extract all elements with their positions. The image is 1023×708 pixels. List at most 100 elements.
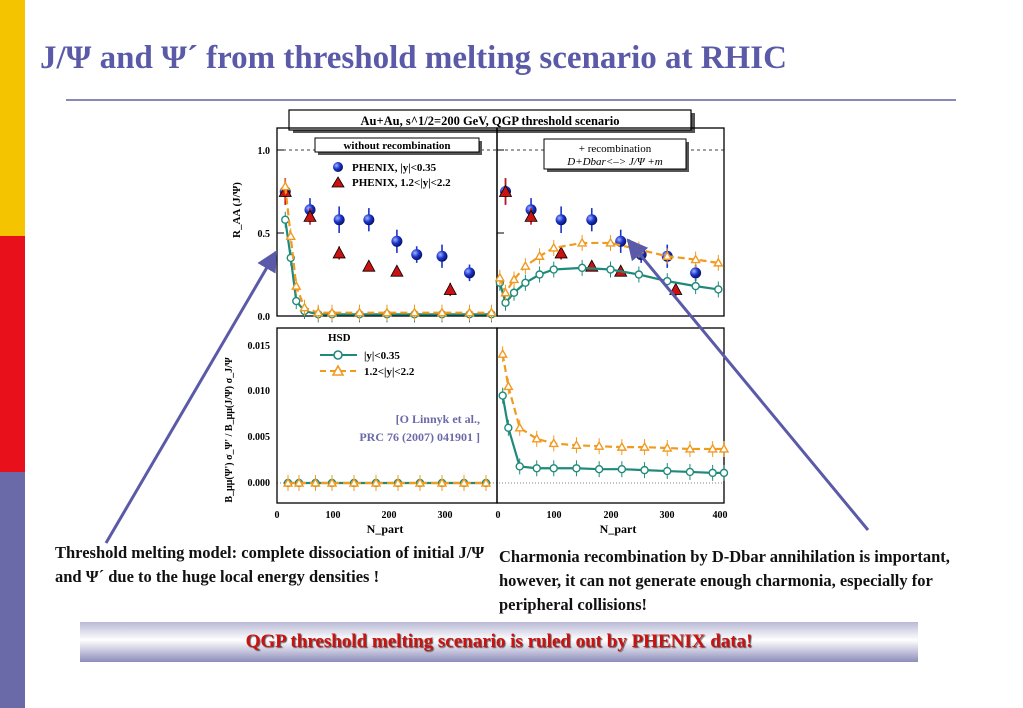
data-point <box>690 254 701 264</box>
series-line <box>498 241 719 296</box>
data-point <box>714 285 723 294</box>
legend-hsd-title: HSD <box>328 332 351 344</box>
y-tick-bottom: 0.015 <box>248 341 271 352</box>
box-left <box>314 137 480 153</box>
data-point <box>617 465 627 474</box>
figure-header: Au+Au, s^1/2=200 GeV, QGP threshold scen… <box>361 114 620 128</box>
data-point <box>576 237 588 247</box>
data-point <box>520 260 531 270</box>
data-point <box>524 209 538 222</box>
y-tick-top: 1.0 <box>258 146 271 157</box>
legend-phenix-mid: PHENIX, |y|<0.35 <box>352 162 437 174</box>
box-left-label: without recombination <box>343 140 450 152</box>
data-point <box>684 443 696 453</box>
data-point <box>572 464 581 473</box>
note-right-text: Charmonia recombination by D-Dbar annihi… <box>499 547 950 614</box>
data-point <box>443 282 457 295</box>
data-point <box>707 443 718 453</box>
data-point <box>497 348 508 358</box>
data-point <box>299 302 310 312</box>
citation-line2: PRC 76 (2007) 041901 ] <box>359 430 480 444</box>
data-point <box>548 242 559 252</box>
data-point <box>508 274 520 284</box>
data-point <box>594 465 604 474</box>
data-point <box>332 246 346 259</box>
data-point <box>458 477 470 487</box>
legend-marker-hsd-fwd <box>331 364 345 376</box>
data-point <box>498 391 507 400</box>
chart-marks <box>278 178 730 491</box>
x-tick: 100 <box>326 510 341 521</box>
y-tick-top: 0.5 <box>258 229 271 240</box>
data-point <box>719 468 729 478</box>
box-right <box>543 138 687 170</box>
data-point <box>354 307 365 317</box>
data-point <box>436 477 448 487</box>
data-point <box>690 267 702 279</box>
data-point <box>370 477 382 487</box>
series-line <box>501 354 724 451</box>
data-point <box>669 282 683 295</box>
data-point <box>571 439 582 449</box>
data-point <box>414 477 426 487</box>
data-point <box>409 307 420 317</box>
x-tick: 400 <box>713 510 728 521</box>
legend-marker-phenix-mid <box>333 162 343 172</box>
data-point <box>392 477 404 487</box>
box-right-line2: D+Dbar<–> J/Ψ +m <box>566 156 663 168</box>
data-point <box>691 281 700 291</box>
note-left-text: Threshold melting model: complete dissoc… <box>55 543 485 586</box>
data-point <box>333 214 345 226</box>
accent-band-blue <box>0 472 25 708</box>
x-tick: 100 <box>547 510 562 521</box>
data-point <box>548 438 559 448</box>
series-line <box>284 186 492 314</box>
data-point <box>577 263 587 273</box>
data-point <box>532 464 541 473</box>
data-point <box>326 477 338 487</box>
data-point <box>348 477 360 487</box>
data-point <box>291 280 302 290</box>
legend-marker-hsd-mid <box>333 350 343 360</box>
data-point <box>280 181 291 191</box>
y-tick-bottom: 0.000 <box>248 478 271 489</box>
data-point <box>363 214 375 226</box>
data-point <box>713 257 724 267</box>
data-point <box>292 296 301 306</box>
conclusion-text: QGP threshold melting scenario is ruled … <box>245 631 753 652</box>
x-axis-label-left: N_part <box>367 522 404 536</box>
data-point <box>685 467 695 477</box>
data-point <box>554 246 568 259</box>
data-point <box>593 440 605 450</box>
data-point <box>534 250 545 260</box>
data-point <box>391 235 403 247</box>
data-point <box>504 423 513 432</box>
data-point <box>605 237 616 247</box>
data-point <box>464 307 475 317</box>
data-point <box>436 307 448 317</box>
panel-top-right-frame <box>496 127 725 317</box>
title-divider <box>66 99 956 101</box>
data-point <box>362 259 376 272</box>
arrow-right <box>626 238 870 531</box>
box-right-line1: + recombination <box>579 143 652 155</box>
arrow-left <box>104 250 278 544</box>
data-point <box>509 288 519 297</box>
data-point <box>586 214 598 226</box>
data-point <box>480 477 492 487</box>
citation-line1: [O Linnyk et al., <box>396 412 480 426</box>
note-left: Threshold melting model: complete dissoc… <box>55 541 487 589</box>
y-axis-label-top: R_AA (J/Ψ) <box>231 182 243 238</box>
data-point <box>390 264 404 277</box>
legend-phenix-fwd: PHENIX, 1.2<|y|<2.2 <box>352 177 451 189</box>
data-point <box>663 466 672 476</box>
data-point <box>411 249 423 261</box>
data-point <box>718 443 730 453</box>
data-point <box>503 380 514 391</box>
data-point <box>515 462 524 471</box>
series-line <box>501 395 724 474</box>
note-right: Charmonia recombination by D-Dbar annihi… <box>499 545 969 617</box>
y-axis-label-bottom: B_μμ(Ψ') σ_Ψ' / B_μμ(J/Ψ) σ_J/Ψ <box>224 357 235 503</box>
data-point <box>535 270 544 279</box>
